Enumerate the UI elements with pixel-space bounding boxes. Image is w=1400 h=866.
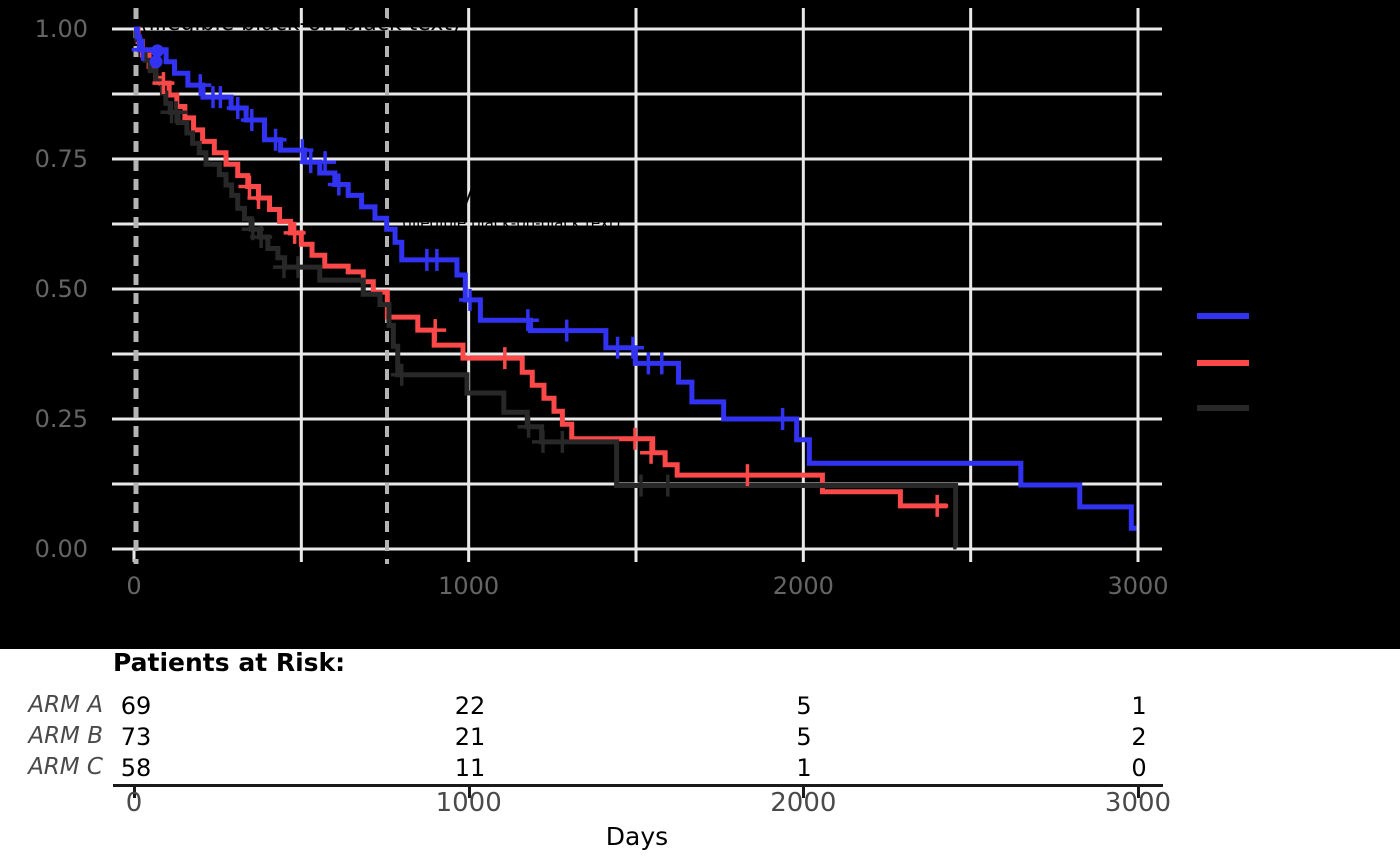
event-dot [149, 55, 163, 69]
y-tick-label: 1.00 [35, 15, 88, 43]
dashed-reference-lines [133, 8, 389, 564]
mid-plot-arrow [460, 187, 473, 218]
risk-axis-tick [802, 786, 806, 798]
event-dot-markers [149, 44, 164, 69]
event-dot [150, 44, 164, 58]
legend: ARM A ARM B ARM C [1197, 304, 1327, 420]
risk-row-label: ARM B [28, 723, 103, 749]
risk-axis-tick-label: 3000 [1104, 788, 1172, 818]
risk-count-cell: 11 [454, 754, 486, 782]
risk-axis-tick [133, 786, 136, 798]
y-tick-label: 0.50 [35, 275, 88, 303]
legend-label: ARM A [1262, 304, 1327, 328]
x-axis-title: Days [605, 822, 669, 851]
risk-count-cell: 1 [796, 754, 812, 782]
risk-count-cell: 73 [120, 723, 152, 751]
km-curve-arm-b [134, 26, 948, 509]
x-tick-label: 0 [126, 572, 141, 600]
risk-row-label: ARM C [28, 754, 103, 780]
risk-count-cell: 0 [1131, 754, 1147, 782]
risk-axis-tick-label: 2000 [770, 788, 837, 818]
risk-count-cell: 22 [454, 692, 486, 720]
risk-count-cell: 1 [1131, 692, 1147, 720]
legend-label: ARM C [1262, 396, 1327, 420]
risk-count-cell: 69 [120, 692, 152, 720]
y-tick-label: 0.25 [35, 405, 88, 433]
risk-count-cell: 2 [1131, 723, 1147, 751]
black-annotations: (illegible black-on-black text) (illegibl… [140, 11, 621, 232]
mid-plot-black-text: (illegible black-on-black text) [402, 214, 621, 232]
risk-table-axis-line [113, 784, 1163, 787]
x-tick-label: 1000 [438, 572, 499, 600]
risk-count-cell: 21 [454, 723, 486, 751]
risk-count-cell: 5 [796, 723, 812, 751]
axis-tick-marks [112, 27, 1140, 562]
risk-count-cell: 58 [120, 754, 152, 782]
x-tick-label: 3000 [1107, 572, 1168, 600]
x-tick-label: 2000 [773, 572, 834, 600]
top-left-black-text: (illegible black-on-black text) [140, 11, 461, 36]
patients-at-risk-title: Patients at Risk: [113, 648, 346, 677]
risk-count-cell: 5 [796, 692, 812, 720]
risk-row-label: ARM A [28, 692, 103, 718]
axis-tick-labels: 1.00 0.75 0.50 0.25 0.00 0 1000 2000 3000 [35, 15, 1169, 600]
y-tick-label: 0.00 [35, 535, 88, 563]
censor-marks [131, 38, 949, 517]
risk-axis-tick [467, 786, 471, 798]
risk-axis-tick-label: 1000 [435, 788, 502, 818]
km-curve-arm-a [134, 26, 1137, 531]
risk-axis-tick [1137, 786, 1140, 798]
risk-axis-tick-label: 0 [125, 788, 143, 818]
y-tick-label: 0.75 [35, 145, 88, 173]
legend-label: ARM B [1262, 351, 1327, 375]
